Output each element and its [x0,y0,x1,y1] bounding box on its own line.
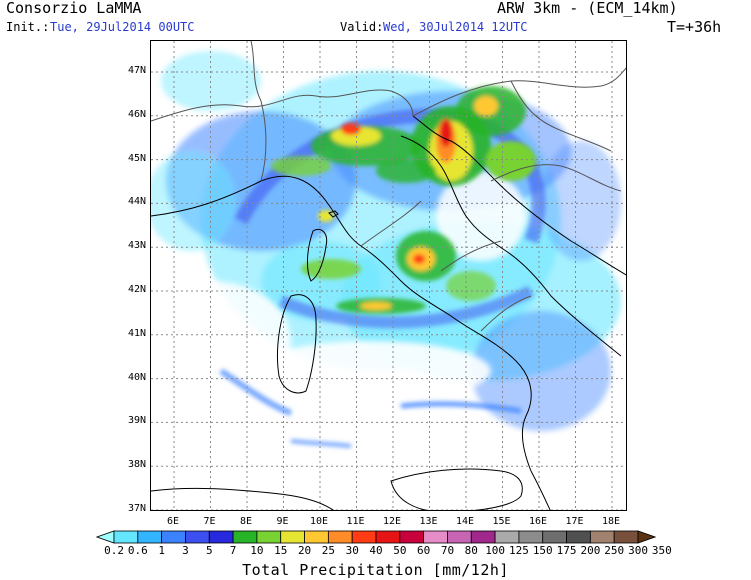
color-swatch [232,530,258,544]
color-swatch [351,530,377,544]
lat-label-43n: 43N [127,240,146,252]
lon-label-8e: 8E [239,516,253,527]
scale-label: 300 [628,544,648,557]
lon-label-14e: 14E [455,516,475,527]
lon-label-12e: 12E [382,516,402,527]
lat-label-38n: 38N [127,459,146,471]
color-swatch [137,530,163,544]
lat-label-42n: 42N [127,284,146,295]
scale-label: 3 [182,544,189,557]
scale-label: 7 [229,544,237,557]
lon-label-10e: 10E [309,516,329,527]
scale-label: 30 [345,544,359,557]
scale-label: 200 [580,544,601,557]
color-swatch [256,530,282,544]
color-swatch [113,530,139,544]
scale-label: 150 [532,544,553,557]
lon-label-6e: 6E [166,516,180,527]
lon-label-17e: 17E [565,516,584,527]
valid-value: Wed, 30Jul2014 12UTC [383,20,528,34]
scale-label: 80 [464,544,478,557]
valid-label: Valid: [340,20,384,34]
lon-label-18e: 18E [601,516,621,527]
color-swatch [518,530,544,544]
scale-label: 5 [205,544,213,557]
lon-label-7e: 7E [203,516,216,527]
scale-label: 1 [158,544,165,557]
lat-label-40n: 40N [127,371,146,383]
init-label: Init.: [6,20,50,34]
precipitation-field [151,51,621,510]
color-swatch [423,530,448,544]
scale-label: 40 [369,544,383,557]
scale-label: 15 [274,544,288,557]
color-swatch [161,530,186,544]
lat-label-37n: 37N [127,503,146,514]
lat-label-44n: 44N [127,196,146,208]
color-swatch [542,530,567,544]
coastlines [151,115,626,510]
lat-label-47n: 47N [127,65,146,76]
color-swatch [375,530,401,544]
color-swatch [327,530,353,544]
scale-label: 10 [250,544,264,557]
color-swatch [566,530,591,544]
scale-label: 125 [509,544,529,557]
lat-label-39n: 39N [127,415,146,427]
scale-label: 25 [321,544,335,557]
color-swatch [399,530,425,544]
scale-label: 60 [417,544,431,557]
color-swatch [280,530,305,544]
country-borders [151,41,626,332]
scale-label: 70 [440,544,455,557]
scale-label: 250 [604,544,625,557]
lon-label-9e: 9E [276,516,289,527]
lon-label-16e: 16E [528,516,548,527]
lon-label-15e: 15E [492,516,511,527]
scale-label: 100 [485,544,506,557]
color-swatch [208,530,234,544]
color-swatch [613,530,639,544]
color-swatch [589,530,615,544]
color-swatch [96,530,115,544]
lat-label-41n: 41N [127,327,146,339]
color-swatch [304,530,329,544]
map-canvas [151,41,626,510]
scale-label: 175 [556,544,577,557]
color-swatch [470,530,496,544]
lead-time: T=+36h [667,18,722,36]
scale-label: 50 [393,544,407,557]
scale-label: 20 [297,544,312,557]
lat-lon-grid [151,41,626,510]
lon-label-13e: 13E [419,516,438,527]
precipitation-map [150,40,627,511]
scale-label: 350 [651,544,672,557]
scale-label: 0.2 [104,544,124,557]
color-swatch [447,530,472,544]
model-title: ARW 3km - (ECM_14km) [497,0,678,17]
lat-label-46n: 46N [127,108,146,120]
color-swatch [185,530,210,544]
lon-label-11e: 11E [346,516,365,527]
color-swatch [637,530,656,544]
legend-title: Total Precipitation [mm/12h] [242,561,509,579]
precipitation-color-scale [96,530,656,544]
init-value: Tue, 29Jul2014 00UTC [50,20,195,34]
color-swatch [494,530,520,544]
lat-label-45n: 45N [127,152,146,164]
organization-title: Consorzio LaMMA [6,0,142,17]
scale-label: 0.6 [127,544,148,557]
